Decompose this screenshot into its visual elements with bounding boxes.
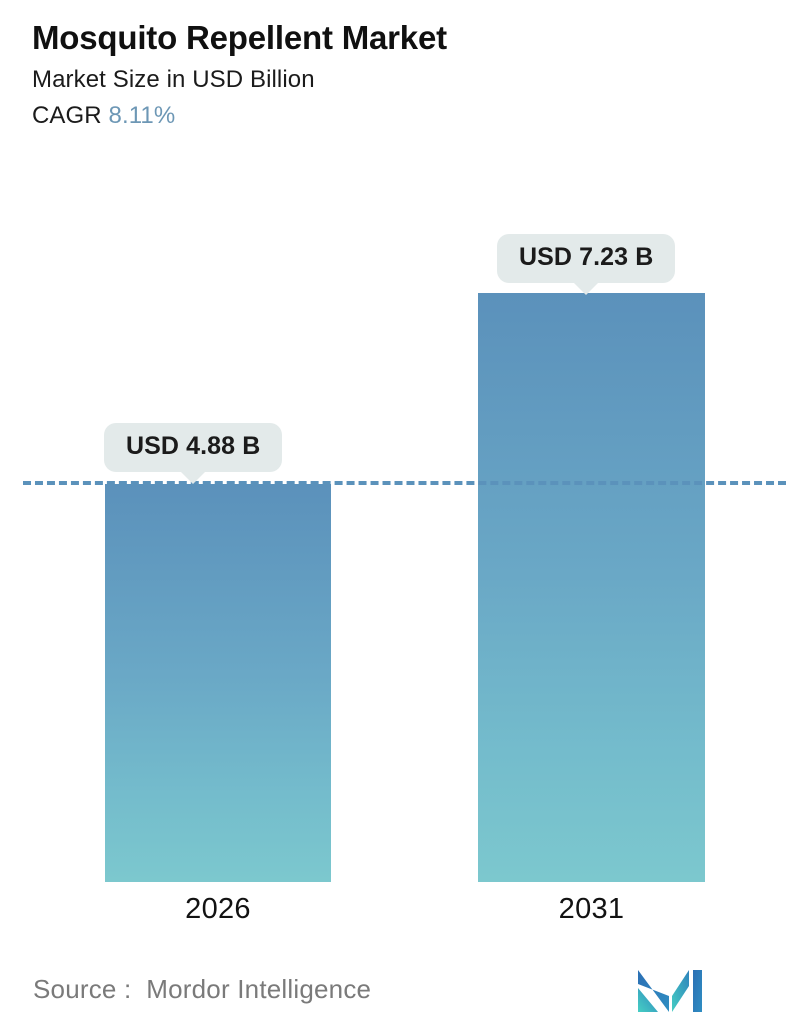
chart-footer: Source : Mordor Intelligence <box>0 968 796 1034</box>
badge-pointer-icon <box>573 281 600 295</box>
badge-pointer-icon <box>180 470 207 484</box>
value-badge-2026: USD 4.88 B <box>104 423 283 484</box>
category-label-2031: 2031 <box>558 893 625 925</box>
mordor-intelligence-logo-icon <box>638 970 702 1012</box>
value-badge-2031: USD 7.23 B <box>497 234 676 295</box>
chart-header: Mosquito Repellent Market Market Size in… <box>32 18 752 134</box>
bar-2026 <box>105 484 331 882</box>
cagr-label: CAGR <box>32 102 109 130</box>
category-label-2026: 2026 <box>185 893 251 925</box>
source-text: Source : Mordor Intelligence <box>33 974 372 1004</box>
cagr-value: 8.11% <box>108 102 176 130</box>
bar-2031 <box>478 293 705 882</box>
page-title: Mosquito Repellent Market <box>32 19 447 56</box>
cagr-line: CAGR 8.11% <box>32 99 752 134</box>
value-badge-2031-text: USD 7.23 B <box>519 243 654 271</box>
reference-line <box>23 481 786 485</box>
chart-subtitle: Market Size in USD Billion <box>32 66 315 94</box>
value-badge-2026-text: USD 4.88 B <box>126 432 261 460</box>
